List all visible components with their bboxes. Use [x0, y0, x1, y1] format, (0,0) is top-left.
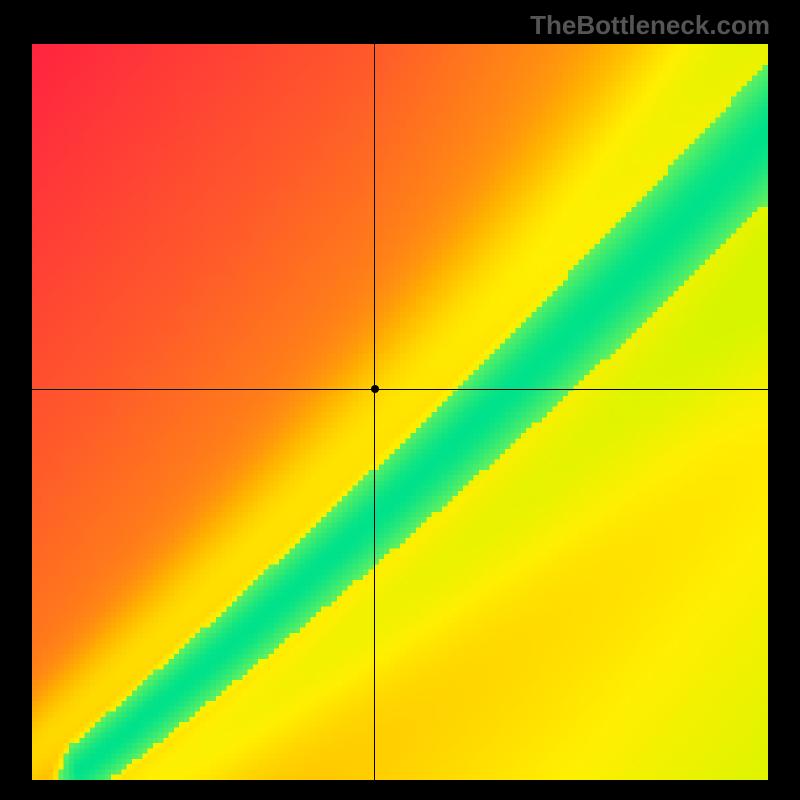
crosshair-vertical: [374, 44, 375, 780]
watermark-text: TheBottleneck.com: [530, 10, 770, 41]
crosshair-horizontal: [32, 389, 768, 390]
heatmap-canvas: [32, 44, 768, 780]
crosshair-marker: [371, 385, 379, 393]
